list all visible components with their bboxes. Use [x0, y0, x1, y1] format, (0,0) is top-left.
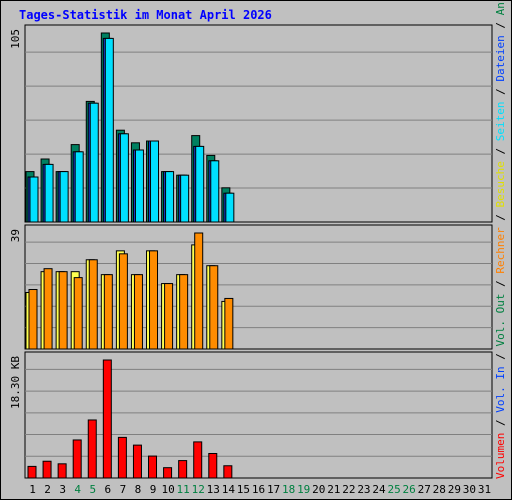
x-tick-day-2: 2 [44, 483, 51, 496]
x-tick-day-20: 20 [312, 483, 325, 496]
bar-seiten-day-7 [119, 133, 129, 223]
x-tick-day-18: 18 [282, 483, 295, 496]
bar-seiten-day-12 [195, 145, 205, 223]
legend-sep: / [494, 141, 507, 154]
x-tick-day-9: 9 [150, 483, 157, 496]
bar-seiten-day-13 [210, 160, 220, 223]
legend-dateien: Dateien [494, 35, 507, 81]
bar-volumen-day-10 [163, 467, 173, 479]
bar-rechner-day-8 [133, 274, 143, 350]
x-tick-day-19: 19 [297, 483, 310, 496]
x-tick-day-25: 25 [387, 483, 400, 496]
legend-anfragen: Anfragen [494, 1, 507, 15]
x-tick-day-1: 1 [29, 483, 36, 496]
x-tick-day-3: 3 [59, 483, 66, 496]
bar-seiten-day-11 [180, 174, 190, 223]
y-max-label-hits: 105 [9, 29, 22, 49]
legend-sep: / [494, 207, 507, 220]
bar-volumen-day-13 [208, 452, 218, 479]
x-tick-day-13: 13 [207, 483, 220, 496]
x-tick-day-27: 27 [418, 483, 431, 496]
bar-volumen-day-2 [42, 460, 52, 479]
x-tick-day-28: 28 [433, 483, 446, 496]
x-tick-day-29: 29 [448, 483, 461, 496]
bar-rechner-day-12 [194, 232, 204, 350]
bar-seiten-day-4 [74, 151, 84, 223]
x-tick-day-23: 23 [357, 483, 370, 496]
bar-volumen-day-3 [57, 463, 67, 479]
legend-rechner: Rechner [494, 227, 507, 274]
legend-sep: / [494, 347, 507, 360]
bar-rechner-day-13 [209, 265, 219, 350]
bar-rechner-day-11 [179, 274, 189, 350]
bar-seiten-day-9 [150, 140, 160, 223]
x-tick-day-6: 6 [105, 483, 112, 496]
x-tick-day-31: 31 [478, 483, 491, 496]
x-tick-day-26: 26 [403, 483, 416, 496]
bar-volumen-day-6 [102, 359, 112, 479]
bar-seiten-day-3 [59, 171, 69, 223]
x-tick-day-17: 17 [267, 483, 280, 496]
legend-right: Volumen / Vol. In / Vol. Out / Rechner /… [494, 1, 507, 479]
x-tick-day-16: 16 [252, 483, 265, 496]
x-tick-day-15: 15 [237, 483, 250, 496]
bar-rechner-day-3 [58, 271, 68, 350]
bar-volumen-day-11 [178, 460, 188, 479]
legend-volumen: Volumen [494, 433, 507, 479]
x-tick-day-24: 24 [372, 483, 386, 496]
x-tick-day-30: 30 [463, 483, 476, 496]
x-tick-day-5: 5 [89, 483, 96, 496]
x-tick-day-22: 22 [342, 483, 355, 496]
x-tick-day-10: 10 [161, 483, 174, 496]
x-tick-day-8: 8 [135, 483, 142, 496]
bar-rechner-day-6 [103, 274, 113, 350]
bar-rechner-day-2 [43, 268, 53, 350]
bar-volumen-day-14 [223, 465, 233, 479]
x-tick-day-14: 14 [222, 483, 236, 496]
x-tick-day-12: 12 [192, 483, 205, 496]
legend-sep: / [494, 15, 507, 28]
bar-volumen-day-8 [132, 444, 142, 479]
x-tick-day-4: 4 [74, 483, 81, 496]
bar-seiten-day-10 [165, 171, 175, 223]
x-tick-day-21: 21 [327, 483, 340, 496]
bar-rechner-day-10 [164, 283, 174, 350]
legend-sep: / [494, 274, 507, 287]
bar-volumen-day-4 [72, 439, 82, 479]
bar-seiten-day-8 [134, 149, 144, 223]
y-max-label-volume: 18.30 KB [9, 356, 22, 409]
y-max-label-visits: 39 [9, 229, 22, 242]
bar-volumen-day-5 [87, 419, 97, 479]
bar-rechner-day-9 [149, 250, 159, 350]
legend-seiten: Seiten [494, 101, 507, 141]
bar-seiten-day-6 [104, 37, 114, 223]
bar-volumen-day-12 [193, 441, 203, 479]
bar-seiten-day-1 [29, 176, 39, 223]
bar-rechner-day-5 [88, 259, 98, 350]
bar-volumen-day-7 [117, 436, 127, 479]
bar-rechner-day-4 [73, 277, 83, 350]
bar-seiten-day-14 [225, 192, 235, 223]
bar-seiten-day-2 [44, 163, 54, 223]
chart-title: Tages-Statistik im Monat April 2026 [19, 8, 272, 22]
legend-sep: / [494, 82, 507, 95]
legend-sep: / [494, 413, 507, 426]
x-tick-day-11: 11 [177, 483, 190, 496]
bar-rechner-day-14 [224, 297, 234, 350]
bar-volumen-day-9 [148, 455, 158, 479]
bar-rechner-day-1 [28, 289, 38, 350]
bar-rechner-day-7 [118, 253, 128, 350]
bar-volumen-day-1 [27, 465, 37, 479]
legend-besuche: Besuche [494, 161, 507, 207]
legend-vol-in: Vol. In [494, 366, 507, 412]
x-tick-day-7: 7 [120, 483, 127, 496]
legend-vol-out: Vol. Out [494, 294, 507, 347]
bar-seiten-day-5 [89, 102, 99, 223]
